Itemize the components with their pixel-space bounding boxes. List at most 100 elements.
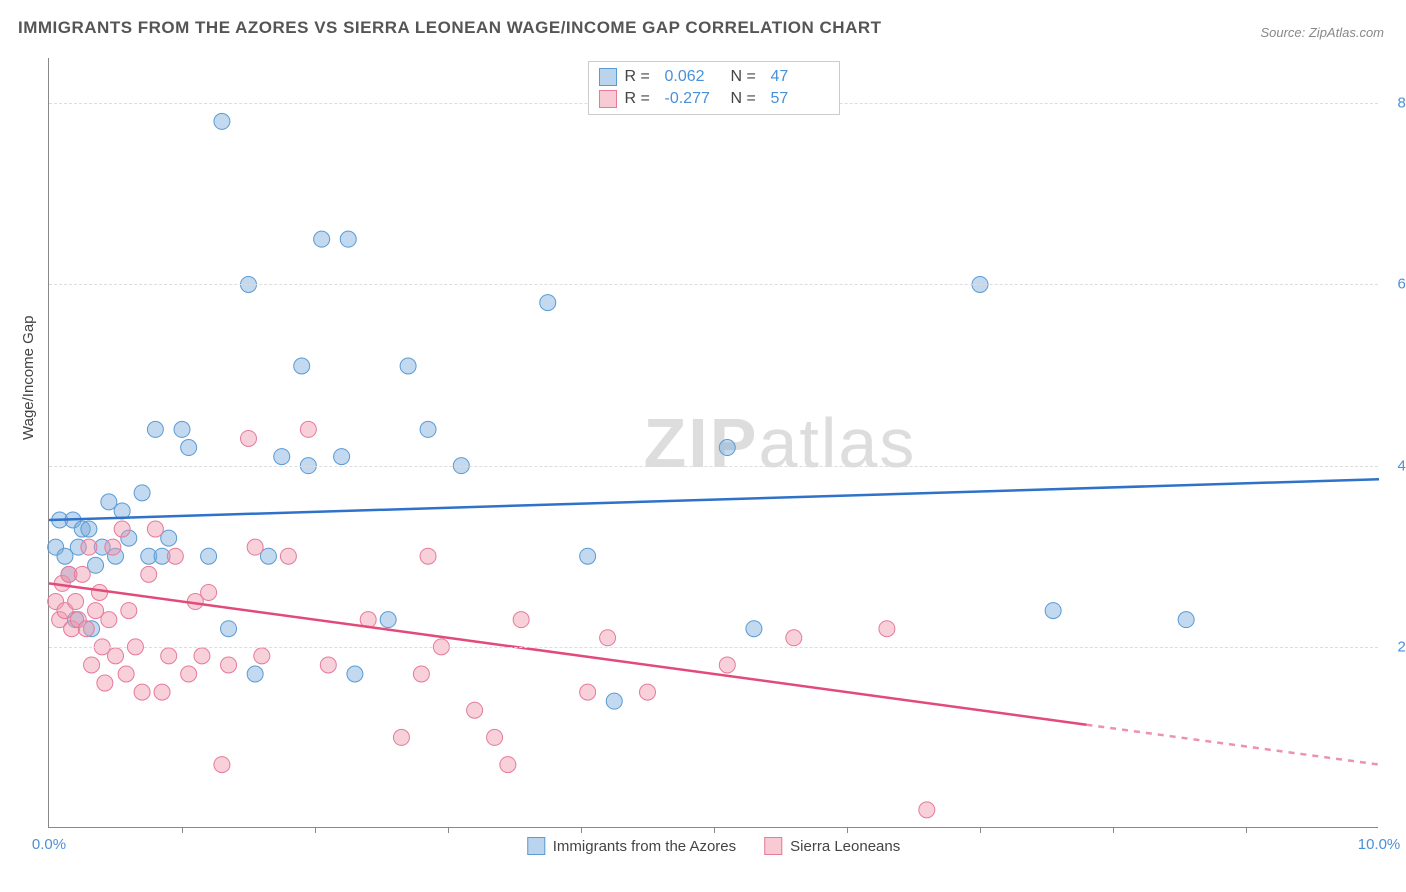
gridline (49, 284, 1378, 285)
data-point (334, 449, 350, 465)
data-point (81, 539, 97, 555)
data-point (347, 666, 363, 682)
data-point (121, 603, 137, 619)
legend-swatch-pink (599, 90, 617, 108)
data-point (300, 421, 316, 437)
data-point (108, 648, 124, 664)
data-point (92, 584, 108, 600)
legend-n-label: N = (731, 90, 763, 108)
data-point (786, 630, 802, 646)
source-attribution: Source: ZipAtlas.com (1260, 25, 1384, 40)
legend-r-value: 0.062 (665, 68, 723, 86)
data-point (147, 421, 163, 437)
data-point (147, 521, 163, 537)
data-point (105, 539, 121, 555)
data-point (247, 539, 263, 555)
data-point (161, 648, 177, 664)
data-point (201, 548, 217, 564)
data-point (141, 566, 157, 582)
x-tick (581, 827, 582, 833)
data-point (1178, 612, 1194, 628)
data-point (247, 666, 263, 682)
data-point (420, 421, 436, 437)
data-point (174, 421, 190, 437)
data-point (154, 684, 170, 700)
data-point (600, 630, 616, 646)
data-point (221, 621, 237, 637)
data-point (134, 684, 150, 700)
x-tick (847, 827, 848, 833)
legend-n-value: 57 (771, 90, 829, 108)
data-point (919, 802, 935, 818)
x-tick (182, 827, 183, 833)
data-point (746, 621, 762, 637)
x-tick (448, 827, 449, 833)
data-point (114, 521, 130, 537)
data-point (1045, 603, 1061, 619)
gridline (49, 647, 1378, 648)
x-tick (1113, 827, 1114, 833)
legend-n-value: 47 (771, 68, 829, 86)
legend-r-label: R = (625, 68, 657, 86)
data-point (84, 657, 100, 673)
data-point (280, 548, 296, 564)
legend-r-label: R = (625, 90, 657, 108)
data-point (214, 757, 230, 773)
data-point (221, 657, 237, 673)
data-point (101, 612, 117, 628)
legend-series: Immigrants from the Azores Sierra Leonea… (527, 837, 900, 855)
data-point (274, 449, 290, 465)
data-point (580, 684, 596, 700)
gridline (49, 466, 1378, 467)
data-point (400, 358, 416, 374)
x-tick-label: 10.0% (1358, 836, 1401, 853)
data-point (201, 584, 217, 600)
legend-item-sierra-leoneans: Sierra Leoneans (764, 837, 900, 855)
data-point (467, 702, 483, 718)
data-point (500, 757, 516, 773)
data-point (294, 358, 310, 374)
data-point (68, 594, 84, 610)
data-point (380, 612, 396, 628)
y-tick-label: 80.0% (1385, 95, 1406, 112)
data-point (340, 231, 356, 247)
y-axis-label: Wage/Income Gap (20, 315, 37, 440)
x-tick (714, 827, 715, 833)
legend-correlation: R = 0.062 N = 47 R = -0.277 N = 57 (588, 61, 840, 115)
legend-row-blue: R = 0.062 N = 47 (599, 66, 829, 88)
chart-title: IMMIGRANTS FROM THE AZORES VS SIERRA LEO… (18, 18, 882, 38)
data-point (540, 295, 556, 311)
data-point (74, 566, 90, 582)
data-point (81, 521, 97, 537)
data-point (879, 621, 895, 637)
data-point (314, 231, 330, 247)
data-point (254, 648, 270, 664)
data-point (606, 693, 622, 709)
data-point (134, 485, 150, 501)
legend-n-label: N = (731, 68, 763, 86)
x-tick-label: 0.0% (32, 836, 66, 853)
data-point (719, 440, 735, 456)
data-point (580, 548, 596, 564)
legend-label: Sierra Leoneans (790, 838, 900, 855)
legend-row-pink: R = -0.277 N = 57 (599, 88, 829, 110)
data-point (118, 666, 134, 682)
data-point (194, 648, 210, 664)
data-point (320, 657, 336, 673)
data-point (719, 657, 735, 673)
legend-label: Immigrants from the Azores (553, 838, 736, 855)
trend-line-dashed (1086, 725, 1379, 765)
legend-swatch-blue (527, 837, 545, 855)
data-point (241, 430, 257, 446)
x-tick (315, 827, 316, 833)
data-point (214, 113, 230, 129)
data-point (413, 666, 429, 682)
y-tick-label: 20.0% (1385, 638, 1406, 655)
data-point (78, 621, 94, 637)
trend-line (49, 479, 1379, 520)
plot-area: ZIPatlas R = 0.062 N = 47 R = -0.277 N =… (48, 58, 1378, 828)
legend-swatch-pink (764, 837, 782, 855)
x-tick (980, 827, 981, 833)
chart-svg (49, 58, 1378, 827)
data-point (167, 548, 183, 564)
